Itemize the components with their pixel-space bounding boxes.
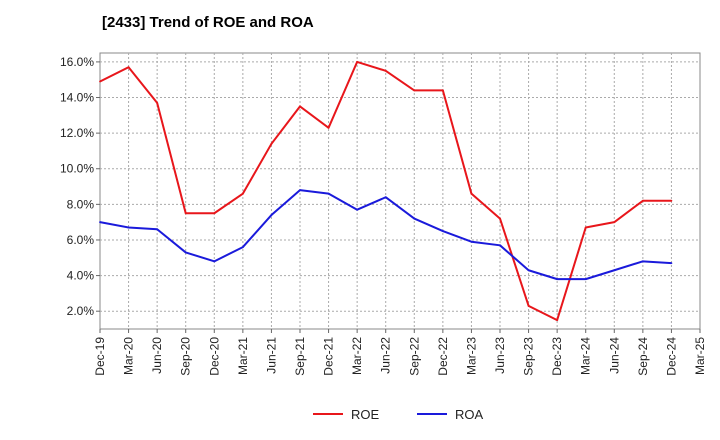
data-point-roe <box>670 199 673 202</box>
data-point-roe <box>556 319 559 321</box>
x-tick-label: Dec-23 <box>550 337 564 376</box>
data-point-roa <box>156 228 159 231</box>
data-point-roa <box>470 240 473 243</box>
x-tick-label: Dec-19 <box>93 337 107 376</box>
x-tick-label: Dec-20 <box>207 337 221 376</box>
horizontal-gridlines <box>100 61 700 312</box>
data-point-roa <box>270 214 273 216</box>
x-tick-label: Sep-24 <box>636 337 650 376</box>
data-point-roe <box>99 80 101 83</box>
data-point-roe <box>127 66 130 69</box>
x-tick-label: Mar-22 <box>350 337 364 375</box>
data-point-roe <box>613 221 616 224</box>
data-point-roe <box>470 192 473 195</box>
x-axis-ticks: Dec-19 Mar-20 Jun-20 Sep-20 Dec-20 Mar-21 Jun-… <box>93 329 707 376</box>
data-point-roa <box>356 208 359 211</box>
data-point-roe <box>441 89 444 92</box>
data-point-roa <box>213 260 216 263</box>
data-point-roe <box>213 212 216 215</box>
data-point-roe <box>156 101 159 104</box>
data-point-roe <box>584 226 587 229</box>
data-point-roa <box>441 230 444 232</box>
y-tick-label: 4.0% <box>67 269 95 283</box>
y-tick-label: 10.0% <box>60 162 94 176</box>
x-tick-label: Sep-21 <box>293 337 307 376</box>
legend: ROE ROA <box>313 407 484 422</box>
data-point-roa <box>413 217 416 220</box>
legend-label-roa: ROA <box>455 407 484 422</box>
x-tick-label: Jun-23 <box>493 337 507 374</box>
y-tick-label: 8.0% <box>67 197 95 211</box>
data-point-roa <box>670 262 673 265</box>
data-point-roa <box>127 226 130 229</box>
x-tick-label: Dec-24 <box>664 337 678 376</box>
data-point-roe <box>384 69 387 72</box>
x-tick-label: Dec-22 <box>436 337 450 376</box>
data-point-roa <box>184 251 187 254</box>
x-tick-label: Jun-22 <box>379 337 393 374</box>
data-point-roa <box>327 192 330 195</box>
x-tick-label: Sep-20 <box>179 337 193 376</box>
x-tick-label: Jun-20 <box>150 337 164 374</box>
data-point-roe <box>184 212 187 215</box>
chart-title: [2433] Trend of ROE and ROA <box>102 14 314 31</box>
data-point-roe <box>356 61 359 63</box>
data-point-roa <box>584 278 587 281</box>
legend-label-roe: ROE <box>351 407 380 422</box>
x-tick-label: Mar-24 <box>579 337 593 375</box>
data-point-roa <box>556 278 559 281</box>
data-point-roe <box>413 89 416 92</box>
y-tick-label: 2.0% <box>67 304 95 318</box>
x-tick-label: Jun-21 <box>264 337 278 374</box>
data-point-roe <box>299 105 301 108</box>
data-point-roa <box>499 244 501 247</box>
series-lines <box>99 60 673 322</box>
data-point-roa <box>241 246 244 248</box>
x-tick-label: Dec-21 <box>322 337 336 376</box>
data-point-roe <box>641 199 644 202</box>
data-point-roe <box>499 217 501 220</box>
y-tick-label: 12.0% <box>60 126 94 140</box>
x-tick-label: Mar-23 <box>464 337 478 375</box>
plot-area <box>99 52 701 330</box>
data-point-roa <box>527 269 530 272</box>
data-point-roa <box>641 260 644 263</box>
y-tick-label: 14.0% <box>60 91 94 105</box>
data-point-roe <box>327 126 330 129</box>
data-point-roa <box>99 221 101 224</box>
x-tick-label: Sep-23 <box>522 337 536 376</box>
y-tick-label: 16.0% <box>60 55 94 69</box>
data-point-roa <box>613 269 616 272</box>
data-point-roa <box>299 189 301 192</box>
y-tick-label: 6.0% <box>67 233 95 247</box>
y-axis-ticks: 2.0% 4.0% 6.0% 8.0% 10.0% 12.0% 14.0% 16.0% <box>60 55 100 318</box>
data-point-roe <box>527 304 530 307</box>
x-tick-label: Mar-20 <box>122 337 136 375</box>
data-point-roe <box>241 192 244 195</box>
x-tick-label: Jun-24 <box>607 337 621 374</box>
x-tick-label: Mar-21 <box>236 337 250 375</box>
vertical-gridlines <box>128 53 672 329</box>
data-point-roa <box>384 196 387 199</box>
x-tick-label: Mar-25 <box>693 337 707 375</box>
x-tick-label: Sep-22 <box>407 337 421 376</box>
data-point-roe <box>270 142 273 145</box>
